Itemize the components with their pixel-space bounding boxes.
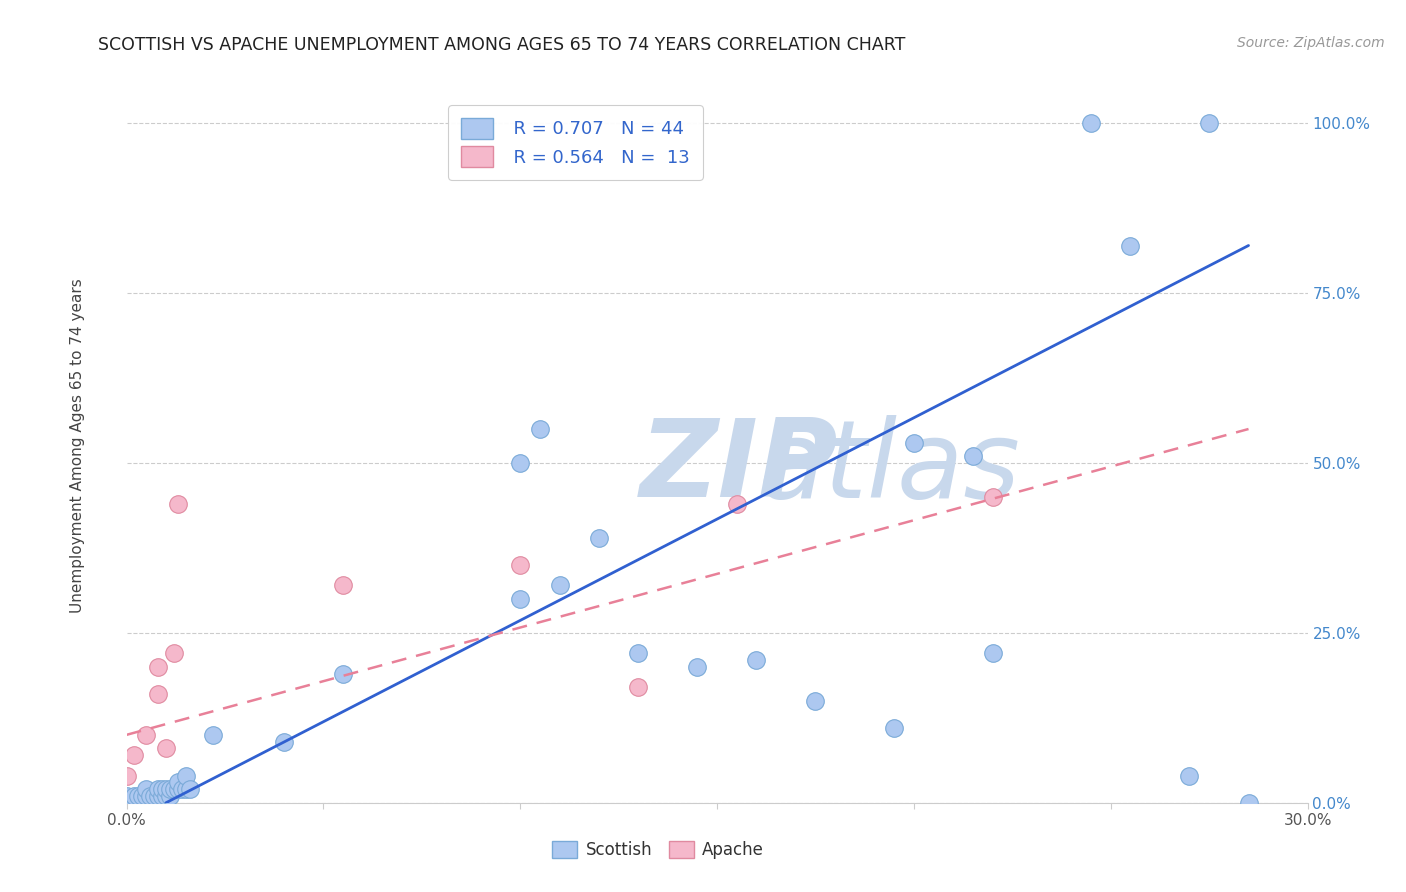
Point: [131, 789, 153, 803]
Point: [548, 578, 571, 592]
Point: [124, 748, 146, 763]
Point: [273, 734, 295, 748]
Point: [981, 646, 1004, 660]
Point: [627, 680, 650, 694]
Point: [1080, 116, 1102, 130]
Point: [332, 578, 354, 592]
Point: [166, 782, 188, 797]
Point: [981, 490, 1004, 504]
Point: [139, 789, 162, 803]
Point: [146, 789, 169, 803]
Point: [174, 782, 197, 797]
Text: atlas: atlas: [758, 415, 1021, 520]
Point: [159, 782, 181, 797]
Point: [588, 531, 610, 545]
Point: [150, 789, 173, 803]
Point: [1119, 238, 1142, 252]
Legend: Scottish, Apache: Scottish, Apache: [546, 834, 770, 866]
Text: ZIP: ZIP: [640, 415, 838, 520]
Point: [179, 782, 201, 797]
Point: [155, 782, 177, 797]
Point: [509, 558, 531, 572]
Point: [135, 782, 157, 797]
Point: [509, 591, 531, 606]
Point: [804, 694, 827, 708]
Point: [146, 687, 169, 701]
Point: [115, 769, 138, 783]
Point: [146, 660, 169, 674]
Point: [202, 728, 225, 742]
Point: [135, 728, 157, 742]
Point: [1198, 116, 1220, 130]
Point: [143, 789, 166, 803]
Point: [1178, 769, 1201, 783]
Point: [127, 789, 149, 803]
Point: [883, 721, 905, 735]
Point: [166, 497, 188, 511]
Text: Unemployment Among Ages 65 to 74 years: Unemployment Among Ages 65 to 74 years: [70, 278, 84, 614]
Point: [174, 769, 197, 783]
Point: [725, 497, 748, 511]
Point: [124, 789, 146, 803]
Text: Source: ZipAtlas.com: Source: ZipAtlas.com: [1237, 36, 1385, 50]
Point: [1237, 796, 1260, 810]
Point: [166, 775, 188, 789]
Point: [509, 456, 531, 470]
Point: [159, 789, 181, 803]
Point: [155, 789, 177, 803]
Point: [903, 435, 925, 450]
Point: [163, 646, 186, 660]
Point: [332, 666, 354, 681]
Point: [150, 782, 173, 797]
Point: [962, 449, 984, 463]
Point: [529, 422, 551, 436]
Point: [146, 782, 169, 797]
Point: [627, 646, 650, 660]
Point: [745, 653, 768, 667]
Text: SCOTTISH VS APACHE UNEMPLOYMENT AMONG AGES 65 TO 74 YEARS CORRELATION CHART: SCOTTISH VS APACHE UNEMPLOYMENT AMONG AG…: [98, 36, 905, 54]
Point: [686, 660, 709, 674]
Point: [135, 789, 157, 803]
Point: [170, 782, 193, 797]
Point: [155, 741, 177, 756]
Point: [115, 789, 138, 803]
Point: [163, 782, 186, 797]
